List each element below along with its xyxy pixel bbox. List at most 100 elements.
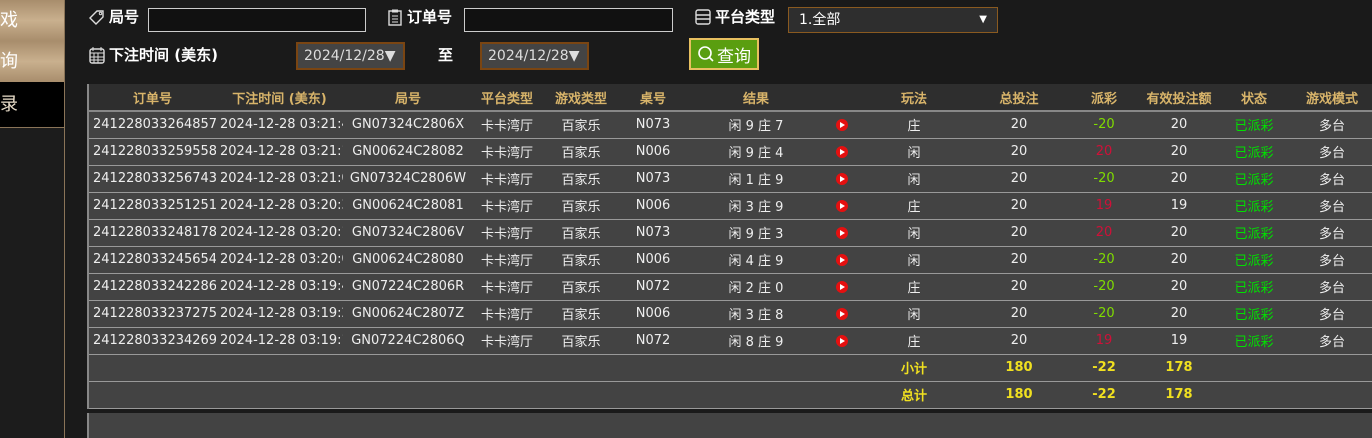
replay-cell[interactable]: [827, 192, 857, 220]
sidebar-item-records[interactable]: 录: [0, 82, 64, 128]
empty-cell: [685, 381, 827, 409]
subtotal-valid: 178: [1141, 354, 1217, 382]
empty-cell: [343, 354, 473, 382]
total-bet-cell: 20: [971, 138, 1067, 166]
game-mode-cell: 多台: [1291, 300, 1372, 328]
date-to-select[interactable]: 2024/12/28▼: [480, 42, 589, 70]
empty-cell: [88, 381, 216, 409]
replay-cell[interactable]: [827, 219, 857, 247]
valid-bet-cell: 20: [1141, 165, 1217, 193]
sidebar-item-label: 戏: [0, 10, 18, 31]
game-mode-cell: 多台: [1291, 138, 1372, 166]
platform-cell: 卡卡湾厅: [473, 246, 541, 274]
round-label: 局号: [88, 6, 139, 27]
sidebar-item-game[interactable]: 戏: [0, 0, 64, 41]
replay-cell[interactable]: [827, 327, 857, 355]
status-cell: 已派彩: [1217, 327, 1291, 355]
round-input[interactable]: [148, 8, 366, 32]
platform-select-value: 1.全部: [799, 12, 841, 28]
date-from-select[interactable]: 2024/12/28▼: [296, 42, 405, 70]
chevron-down-icon: ▼: [384, 48, 396, 64]
round-id-cell: GN00624C28081: [343, 192, 473, 220]
game-mode-cell: 多台: [1291, 111, 1372, 139]
empty-cell: [1217, 354, 1291, 382]
platform-label-text: 平台类型: [715, 8, 776, 26]
order-id-cell: 241228033245654: [88, 246, 216, 274]
search-icon: [698, 46, 714, 62]
sidebar-item-label: 录: [0, 94, 18, 115]
empty-cell: [685, 354, 827, 382]
table-no-cell: N006: [621, 246, 685, 274]
bet-type-cell: 庄: [857, 273, 971, 301]
date-from-value: 2024/12/28: [304, 48, 385, 64]
sidebar-item-label: 询: [0, 51, 18, 72]
play-video-icon[interactable]: [836, 253, 848, 266]
play-video-icon[interactable]: [836, 172, 848, 185]
play-video-icon[interactable]: [836, 307, 848, 320]
empty-cell: [621, 381, 685, 409]
result-cell: 闲 4 庄 9: [685, 246, 827, 274]
play-video-icon[interactable]: [836, 199, 848, 212]
total-bet-cell: 20: [971, 111, 1067, 139]
result-cell: 闲 2 庄 0: [685, 273, 827, 301]
replay-cell[interactable]: [827, 246, 857, 274]
platform-select[interactable]: 1.全部 ▼: [788, 7, 998, 33]
empty-cell: [216, 354, 343, 382]
table-no-cell: N073: [621, 165, 685, 193]
subtotal-label: 小计: [857, 354, 971, 382]
replay-cell[interactable]: [827, 138, 857, 166]
replay-cell[interactable]: [827, 111, 857, 139]
status-cell: 已派彩: [1217, 111, 1291, 139]
status-cell: 已派彩: [1217, 273, 1291, 301]
play-video-icon[interactable]: [836, 145, 848, 158]
to-label: 至: [438, 44, 453, 65]
tag-icon: [89, 9, 104, 25]
empty-cell: [1291, 354, 1372, 382]
game-type-cell: 百家乐: [541, 219, 621, 247]
replay-cell[interactable]: [827, 165, 857, 193]
clipboard-icon: [388, 9, 402, 26]
game-type-cell: 百家乐: [541, 165, 621, 193]
play-video-icon[interactable]: [836, 334, 848, 347]
total-valid: 178: [1141, 381, 1217, 409]
payout-cell: -20: [1067, 273, 1141, 301]
order-id-cell: 241228033242286: [88, 273, 216, 301]
play-video-icon[interactable]: [836, 226, 848, 239]
total-bet-cell: 20: [971, 165, 1067, 193]
order-input[interactable]: [464, 8, 673, 32]
query-button[interactable]: 查询: [689, 38, 759, 70]
round-id-cell: GN00624C28080: [343, 246, 473, 274]
replay-cell[interactable]: [827, 273, 857, 301]
bet-time-cell: 2024-12-28 03:19:49: [216, 273, 343, 301]
status-cell: 已派彩: [1217, 300, 1291, 328]
replay-cell[interactable]: [827, 300, 857, 328]
valid-bet-cell: 20: [1141, 111, 1217, 139]
column-header: 游戏类型: [541, 84, 621, 112]
order-id-cell: 241228033259558: [88, 138, 216, 166]
game-type-cell: 百家乐: [541, 111, 621, 139]
chevron-down-icon: ▼: [568, 48, 580, 64]
game-mode-cell: 多台: [1291, 219, 1372, 247]
empty-cell: [473, 381, 541, 409]
play-video-icon[interactable]: [836, 118, 848, 131]
order-id-cell: 241228033248178: [88, 219, 216, 247]
bet-type-cell: 闲: [857, 300, 971, 328]
total-bet-cell: 20: [971, 300, 1067, 328]
table-no-cell: N073: [621, 111, 685, 139]
sidebar-item-query[interactable]: 询: [0, 41, 64, 82]
order-id-cell: 241228033256743: [88, 165, 216, 193]
bet-time-cell: 2024-12-28 03:21:03: [216, 165, 343, 193]
play-video-icon[interactable]: [836, 280, 848, 293]
valid-bet-cell: 19: [1141, 192, 1217, 220]
result-cell: 闲 3 庄 9: [685, 192, 827, 220]
platform-cell: 卡卡湾厅: [473, 138, 541, 166]
table-no-cell: N072: [621, 327, 685, 355]
bet-time-cell: 2024-12-28 03:19:16: [216, 327, 343, 355]
column-header: [827, 84, 857, 112]
round-label-text: 局号: [109, 8, 140, 26]
